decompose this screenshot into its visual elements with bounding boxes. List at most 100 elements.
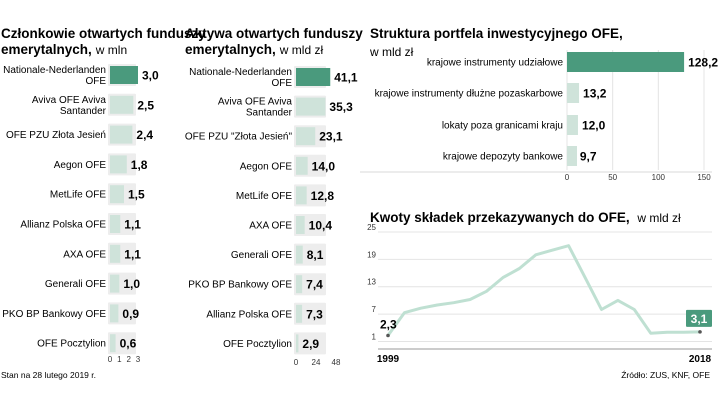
chart3-category-label: krajowe instrumenty udziałowe	[427, 58, 564, 69]
chart3-value-label: 13,2	[583, 87, 607, 101]
chart2-category-label: Aegon OFE	[240, 161, 293, 172]
chart1-category-label: Aviva OFE Aviva Santander	[32, 95, 107, 117]
chart2-bar	[296, 304, 303, 323]
chart3-tick-label: 50	[608, 173, 617, 182]
chart3-value-label: 9,7	[580, 150, 597, 164]
chart1-title-line2: emerytalnych, w mln	[1, 42, 127, 57]
chart3-title: Struktura portfela inwestycyjnego OFE,	[370, 26, 623, 41]
chart2-assets: emerytalnych, w mld zł Nationale-Nederland…	[185, 42, 358, 367]
chart1-bar	[110, 185, 124, 204]
chart2-bar	[296, 186, 307, 205]
chart2-bar-slot	[294, 332, 326, 355]
chart1-category-label: Nationale-Nederlanden OFE	[3, 65, 106, 87]
chart2-value-label: 41,1	[334, 71, 358, 85]
chart3-category-label: lokaty poza granicami kraju	[442, 121, 563, 132]
chart2-bar	[296, 97, 326, 116]
chart2-value-label: 35,3	[329, 100, 353, 114]
chart4-point	[698, 330, 702, 334]
chart1-tick-label: 2	[126, 355, 131, 364]
chart4-end-label: 3,1	[691, 312, 708, 326]
chart2-category-label: AXA OFE	[249, 221, 292, 232]
footnote-source: Źródło: ZUS, KNF, OFE	[621, 370, 710, 380]
chart4-title: Kwoty składek przekazywanych do OFE,	[370, 210, 630, 225]
chart1-category-label: Aegon OFE	[54, 160, 107, 171]
chart2-bar	[296, 156, 308, 175]
chart1-bar	[110, 304, 119, 323]
chart1-bar	[110, 125, 133, 144]
chart1-title-cont: emerytalnych,	[1, 42, 92, 57]
chart2-bar	[296, 334, 299, 353]
chart4-end-badge	[686, 309, 712, 327]
chart3-tick-label: 0	[565, 173, 570, 182]
chart1-category-label: MetLife OFE	[50, 190, 106, 201]
chart2-value-label: 10,4	[309, 219, 333, 233]
chart1-tick-label: 1	[117, 355, 122, 364]
chart2-value-label: 12,8	[311, 189, 335, 203]
chart4-series-line	[386, 244, 701, 337]
chart3-tick-label: 100	[652, 173, 666, 182]
chart4-unit: w mld zł	[636, 211, 681, 225]
chart2-title: Aktywa otwartych funduszy	[185, 26, 363, 41]
chart2-bar	[296, 127, 316, 146]
chart3-title-line1: Struktura portfela inwestycyjnego OFE,	[370, 26, 623, 41]
chart4-point	[386, 333, 390, 338]
chart1-tick-label: 3	[136, 355, 141, 364]
chart1-bar	[110, 274, 120, 293]
chart3-bar	[567, 115, 578, 135]
chart4-x-end: 2018	[689, 354, 712, 365]
chart2-tick-label: 48	[332, 358, 341, 367]
chart4-start-label: 2,3	[380, 318, 397, 332]
chart4-ytick-label: 7	[372, 305, 377, 314]
chart2-category-label: MetLife OFE	[236, 191, 292, 202]
chart1-bar	[110, 215, 121, 233]
chart1-bar	[110, 66, 138, 84]
chart1-members: emerytalnych, w mln Nationale-Nederlanden O…	[1, 42, 159, 364]
chart2-category-label: Allianz Polska OFE	[206, 309, 292, 320]
chart2-value-label: 14,0	[312, 159, 336, 173]
chart1-category-label: Allianz Polska OFE	[20, 220, 106, 231]
chart1-tick-label: 0	[108, 355, 113, 364]
chart3-value-label: 128,2	[688, 56, 718, 70]
chart3-category-label: krajowe instrumenty dłużne pozaskarbowe	[375, 89, 564, 100]
chart2-value-label: 7,4	[306, 278, 323, 292]
chart3-portfolio: 0 50 100 150 krajowe instrumenty udziałowe 12…	[360, 50, 718, 182]
chart4-ytick-label: 1	[372, 332, 377, 341]
chart2-bar	[296, 275, 303, 294]
chart2-tick-label: 0	[294, 358, 299, 367]
chart3-bar	[567, 52, 685, 72]
chart2-value-label: 8,1	[307, 248, 324, 262]
chart2-category-label: Generali OFE	[231, 250, 292, 261]
chart2-category-label: OFE PZU "Złota Jesień"	[185, 132, 293, 143]
chart3-value-label: 12,0	[582, 119, 606, 133]
chart1-value-label: 1,5	[128, 188, 145, 202]
chart1-value-label: 2,4	[136, 128, 153, 142]
chart1-category-label: AXA OFE	[63, 249, 106, 260]
chart2-category-label: OFE Pocztylion	[223, 339, 292, 350]
chart2-bar	[296, 68, 331, 86]
chart4-contributions: 1 7 13 19 25 2,3 3,1 1999 2018	[367, 223, 712, 365]
chart1-value-label: 3,0	[142, 69, 159, 83]
chart1-title: Członkowie otwartych funduszy	[1, 26, 206, 41]
chart2-category-label: Nationale-Nederlanden OFE	[189, 67, 292, 89]
chart3-category-label: krajowe depozyty bankowe	[443, 152, 564, 163]
chart1-value-label: 1,0	[123, 277, 140, 291]
chart1-value-label: 1,1	[124, 218, 141, 232]
chart1-unit: w mln	[95, 43, 127, 57]
chart1-value-label: 0,9	[122, 307, 139, 321]
chart2-title-cont: emerytalnych,	[185, 42, 276, 57]
chart4-ytick-label: 25	[367, 223, 376, 232]
chart2-bar	[296, 216, 305, 234]
chart2-tick-label: 24	[312, 358, 321, 367]
chart1-category-label: OFE Pocztylion	[37, 339, 106, 350]
chart2-category-label: PKO BP Bankowy OFE	[188, 280, 292, 291]
chart2-category-label: Aviva OFE Aviva Santander	[218, 97, 293, 119]
chart2-value-label: 23,1	[319, 130, 343, 144]
chart2-unit: w mld zł	[279, 43, 324, 57]
chart3-bar	[567, 83, 580, 103]
chart1-title-line1: Członkowie otwartych funduszy	[1, 26, 206, 41]
chart1-value-label: 0,6	[120, 337, 137, 351]
footnote-date: Stan na 28 lutego 2019 r.	[1, 370, 96, 380]
chart1-bar	[110, 155, 127, 174]
chart2-bar	[296, 245, 303, 264]
